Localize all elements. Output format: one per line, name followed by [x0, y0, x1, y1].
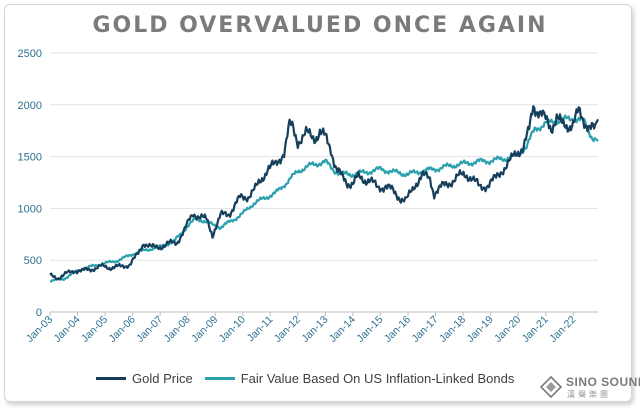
logo-subtitle: 漢聲樂團 — [567, 390, 611, 399]
x-tick-label: Jan-08 — [162, 314, 193, 345]
chart-card — [4, 4, 632, 402]
series-line-fair-value — [49, 114, 599, 283]
legend-item-gold-price: Gold Price — [96, 371, 193, 386]
x-tick-label: Jan-15 — [354, 314, 385, 345]
x-tick-label: Jan-13 — [299, 314, 330, 345]
y-tick-label: 1500 — [18, 152, 42, 164]
x-tick-label: Jan-06 — [107, 314, 138, 345]
logo-name: SINO SOUND — [566, 375, 640, 389]
legend-label-fair-value: Fair Value Based On US Inflation-Linked … — [240, 370, 515, 386]
x-tick-label: Jan-11 — [245, 314, 276, 345]
x-tick-label: Jan-20 — [492, 314, 523, 345]
x-tick-label: Jan-09 — [189, 314, 220, 345]
x-tick-label: Jan-21 — [520, 314, 551, 345]
x-tick-label: Jan-05 — [79, 314, 110, 345]
x-tick-label: Jan-18 — [437, 314, 468, 345]
chart-legend: Gold Price Fair Value Based On US Inflat… — [96, 368, 526, 388]
x-tick-label: Jan-07 — [134, 314, 165, 345]
x-tick-label: Jan-04 — [51, 314, 82, 345]
x-tick-label: Jan-17 — [409, 314, 440, 345]
y-tick-label: 1000 — [18, 203, 42, 215]
x-tick-label: Jan-10 — [217, 314, 248, 345]
legend-swatch-fair-value — [204, 376, 235, 380]
x-tick-label: Jan-16 — [382, 314, 413, 345]
x-tick-label: Jan-12 — [272, 314, 303, 345]
legend-swatch-gold-price — [96, 376, 126, 380]
y-tick-label: 0 — [36, 307, 42, 319]
series-line-gold-price — [49, 105, 599, 281]
sino-sound-logo: SINO SOUND 漢聲樂團 — [540, 372, 640, 402]
x-tick-label: Jan-14 — [327, 314, 358, 345]
legend-item-fair-value: Fair Value Based On US Inflation-Linked … — [204, 370, 515, 386]
x-tick-label: Jan-19 — [465, 314, 496, 345]
y-tick-label: 2000 — [18, 100, 42, 112]
y-tick-label: 2500 — [18, 48, 42, 60]
chart-title: GOLD OVERVALUED ONCE AGAIN — [92, 13, 548, 38]
legend-label-gold-price: Gold Price — [132, 370, 193, 386]
logo-mark-icon — [540, 376, 562, 398]
y-tick-label: 500 — [24, 255, 42, 267]
x-tick-label: Jan-22 — [547, 314, 578, 345]
